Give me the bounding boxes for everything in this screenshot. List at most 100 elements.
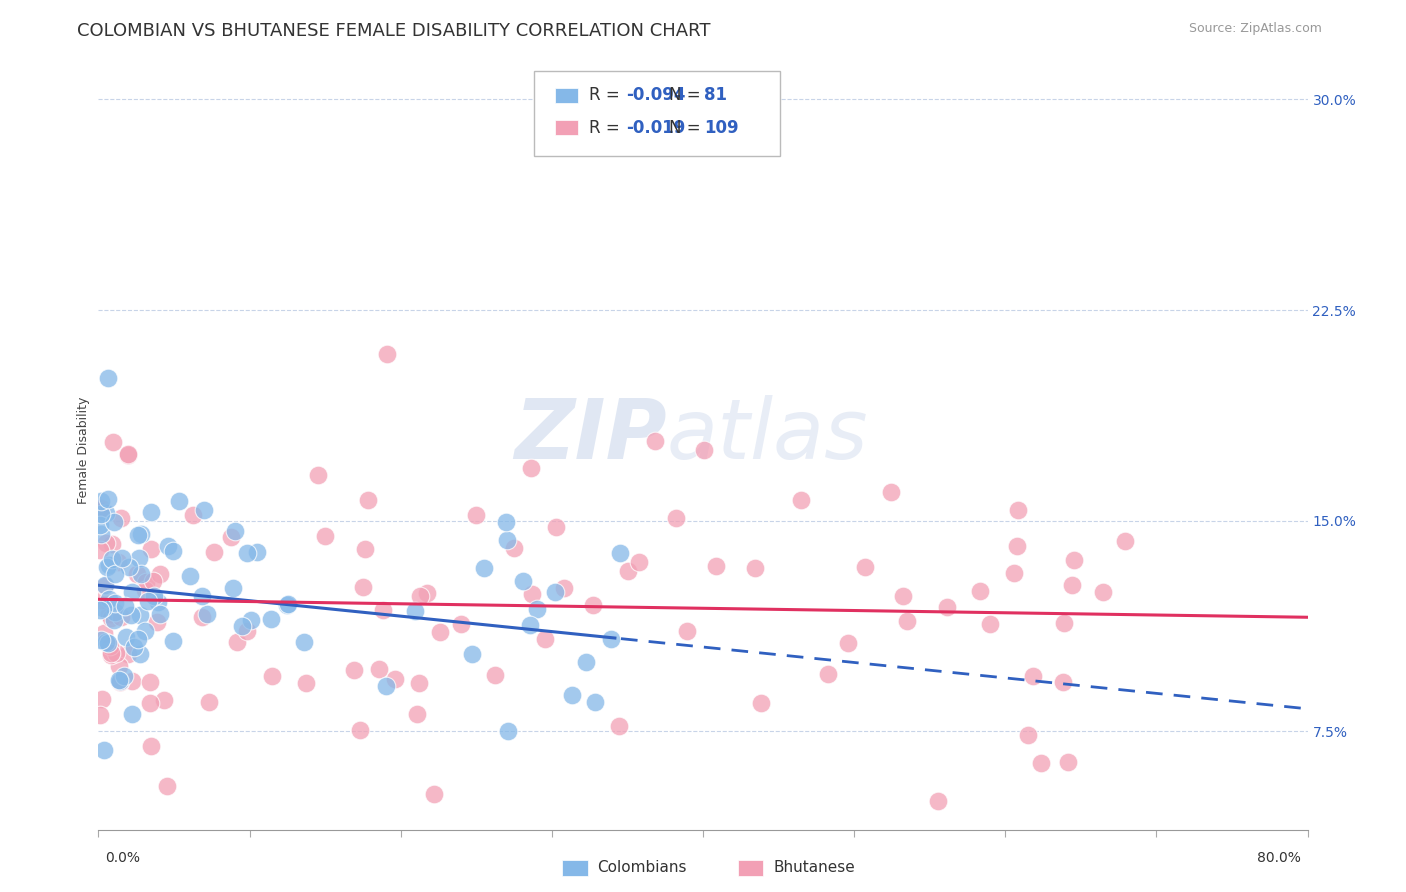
Point xyxy=(198,694,221,708)
Point xyxy=(582,598,605,612)
Point xyxy=(139,739,162,753)
Text: 81: 81 xyxy=(704,87,727,104)
Point xyxy=(128,551,150,566)
Point xyxy=(1002,566,1025,580)
Point xyxy=(89,707,111,722)
Point xyxy=(103,434,125,449)
Point xyxy=(665,511,688,525)
Point xyxy=(96,559,118,574)
Point xyxy=(100,537,122,551)
Point xyxy=(117,647,139,661)
Point xyxy=(134,582,156,597)
Point xyxy=(343,663,366,677)
Point xyxy=(96,371,118,385)
Point xyxy=(676,624,699,639)
Point xyxy=(384,672,406,686)
Point xyxy=(225,635,247,649)
Point xyxy=(1060,577,1083,591)
Point xyxy=(450,616,472,631)
Point xyxy=(156,779,179,793)
Point xyxy=(134,624,156,638)
Point xyxy=(1057,756,1080,770)
Point xyxy=(90,691,112,706)
Point xyxy=(89,518,111,533)
Point xyxy=(1053,615,1076,630)
Point xyxy=(90,500,112,515)
Point xyxy=(408,589,430,603)
Point xyxy=(104,605,127,619)
Text: N =: N = xyxy=(669,87,706,104)
Point xyxy=(607,719,630,733)
Point xyxy=(496,533,519,548)
Point xyxy=(416,586,439,600)
Point xyxy=(307,468,329,483)
Point xyxy=(195,607,218,622)
Point xyxy=(115,630,138,644)
Point xyxy=(405,706,427,721)
Point xyxy=(89,543,111,558)
Point xyxy=(179,569,201,583)
Point xyxy=(240,613,263,627)
Point xyxy=(118,560,141,574)
Point xyxy=(484,668,506,682)
Point xyxy=(108,673,131,687)
Point xyxy=(97,636,120,650)
Point xyxy=(121,706,143,721)
Point xyxy=(231,619,253,633)
Point xyxy=(693,442,716,457)
Point xyxy=(464,508,486,523)
Point xyxy=(546,519,568,533)
Point xyxy=(149,607,172,621)
Point xyxy=(512,574,534,588)
Point xyxy=(1052,674,1074,689)
Point xyxy=(295,676,318,690)
Point xyxy=(315,529,337,543)
Point xyxy=(107,555,129,569)
Text: atlas: atlas xyxy=(666,395,869,475)
Point xyxy=(236,546,259,560)
Point xyxy=(91,601,114,615)
Point xyxy=(472,560,495,574)
Point xyxy=(108,674,131,689)
Point xyxy=(103,516,125,530)
Point xyxy=(157,540,180,554)
Point xyxy=(121,585,143,599)
Text: COLOMBIAN VS BHUTANESE FEMALE DISABILITY CORRELATION CHART: COLOMBIAN VS BHUTANESE FEMALE DISABILITY… xyxy=(77,22,711,40)
Point xyxy=(600,632,623,646)
Point xyxy=(103,602,125,616)
Text: -0.094: -0.094 xyxy=(626,87,685,104)
Point xyxy=(100,639,122,653)
Point xyxy=(544,584,567,599)
Point xyxy=(124,640,146,655)
Point xyxy=(141,542,163,557)
Point xyxy=(90,527,112,541)
Point xyxy=(94,536,117,550)
Point xyxy=(969,584,991,599)
Point xyxy=(1022,669,1045,683)
Point xyxy=(103,613,125,627)
Point xyxy=(139,505,162,519)
Point xyxy=(128,607,150,622)
Point xyxy=(519,460,541,475)
Point xyxy=(704,558,727,573)
Point xyxy=(979,616,1001,631)
Point xyxy=(553,581,575,595)
Point xyxy=(149,566,172,581)
Point xyxy=(936,600,959,615)
Point xyxy=(880,485,903,500)
Point xyxy=(121,673,143,688)
Point xyxy=(526,602,548,616)
Text: ZIP: ZIP xyxy=(515,395,666,475)
Point xyxy=(142,574,165,588)
Point xyxy=(628,555,651,569)
Text: R =: R = xyxy=(589,87,626,104)
Point xyxy=(139,696,162,710)
Point xyxy=(749,696,772,710)
Point xyxy=(357,492,380,507)
Point xyxy=(108,673,131,688)
Point xyxy=(169,494,191,508)
Point xyxy=(221,530,243,544)
Point xyxy=(90,504,112,518)
Point xyxy=(503,541,526,555)
Point xyxy=(744,561,766,575)
